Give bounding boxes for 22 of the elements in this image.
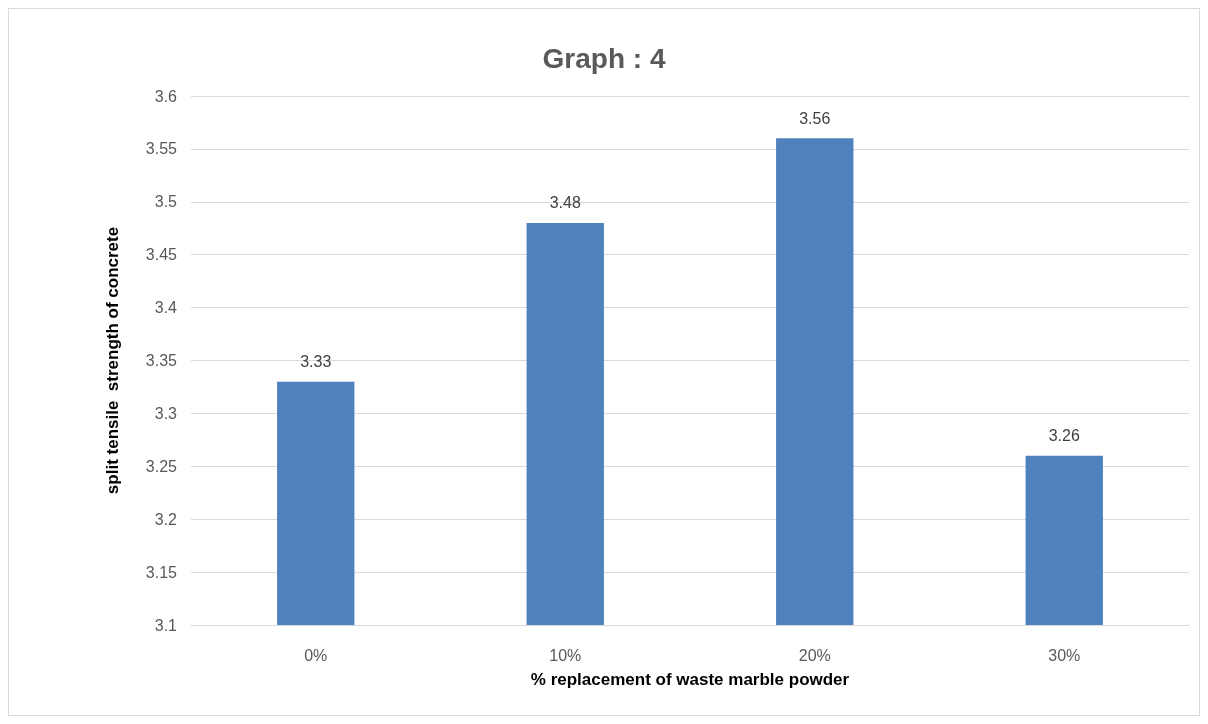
x-tick-label: 0%: [304, 646, 328, 664]
y-tick-label: 3.35: [145, 352, 178, 369]
y-tick-label: 3.3: [154, 404, 178, 422]
y-tick-label: 3.15: [145, 563, 178, 581]
y-tick-label: 3.5: [154, 193, 178, 211]
y-tick-label: 3.4: [154, 299, 178, 317]
data-label: 3.26: [1048, 427, 1080, 445]
x-tick-label: 30%: [1048, 646, 1081, 664]
data-label: 3.33: [300, 353, 332, 371]
x-tick-label: 20%: [798, 646, 831, 664]
y-tick-label: 3.55: [145, 140, 178, 158]
data-label: 3.56: [799, 109, 831, 127]
x-axis-title: % replacement of waste marble powder: [530, 670, 850, 689]
y-tick-label: 3.2: [154, 510, 178, 528]
data-label: 3.48: [549, 194, 581, 212]
y-tick-label: 3.6: [154, 87, 178, 105]
y-tick-label: 3.25: [145, 457, 178, 475]
y-tick-label: 3.1: [154, 616, 178, 634]
x-tick-label: 10%: [549, 646, 582, 664]
y-tick-label: 3.45: [145, 246, 178, 264]
y-axis-title: split tensile strength of concrete: [103, 226, 122, 495]
chart-title: Graph : 4: [542, 42, 666, 74]
